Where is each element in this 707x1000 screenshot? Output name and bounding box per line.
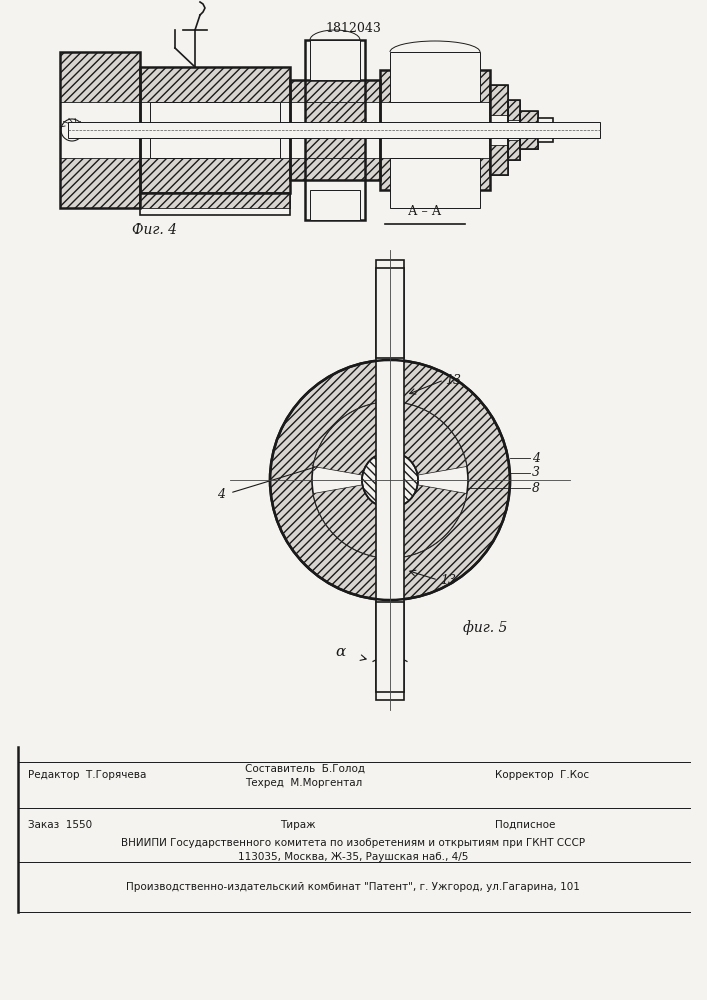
Bar [508,100,520,160]
Bar [310,40,360,80]
Bar [150,102,280,158]
Bar [140,67,290,193]
Bar [200,138,228,156]
Bar [60,158,140,208]
Bar [155,138,183,156]
Bar [305,40,365,220]
Bar [140,158,290,193]
Text: Редактор  Т.Горячева: Редактор Т.Горячева [28,770,146,780]
Bar [200,104,228,122]
Bar [60,52,140,102]
Bar [490,145,508,175]
Text: Производственно-издательский комбинат "Патент", г. Ужгород, ул.Гагарина, 101: Производственно-издательский комбинат "П… [126,882,580,892]
Bar [290,158,380,180]
Bar [265,122,285,138]
Bar [390,158,480,208]
Bar [376,268,404,358]
Text: Подписное: Подписное [495,820,556,830]
Bar [290,80,380,102]
Text: 4: 4 [217,488,225,502]
Bar [380,70,490,190]
Text: Заказ  1550: Заказ 1550 [28,820,92,830]
Text: Фиг. 4: Фиг. 4 [132,223,177,237]
Text: 1812043: 1812043 [325,21,381,34]
Bar [305,102,365,158]
Text: 4: 4 [532,452,540,464]
Bar [140,193,290,215]
Circle shape [362,452,418,508]
Bar [380,70,490,102]
Wedge shape [313,403,385,475]
Wedge shape [313,485,385,557]
Bar [380,158,490,190]
Text: ВНИИПИ Государственного комитета по изобретениям и открытиям при ГКНТ СССР: ВНИИПИ Государственного комитета по изоб… [121,838,585,848]
Bar [188,122,200,138]
Bar [376,260,404,700]
Bar [310,190,360,220]
Text: Составитель  Б.Голод: Составитель Б.Голод [245,764,365,774]
Text: 13: 13 [440,574,456,586]
Bar [140,67,290,102]
Text: 113035, Москва, Ж-35, Раушская наб., 4/5: 113035, Москва, Ж-35, Раушская наб., 4/5 [238,852,468,862]
Wedge shape [395,485,467,557]
Bar [508,100,520,120]
Wedge shape [395,403,467,475]
Bar [508,140,520,160]
Text: 3: 3 [532,466,540,480]
Text: Техред  М.Моргентал: Техред М.Моргентал [245,778,362,788]
Bar [290,80,380,180]
Bar [490,85,508,175]
Bar [390,52,480,102]
Bar [155,104,183,122]
Bar [140,193,290,208]
Bar [68,122,600,138]
Text: фиг. 5: фиг. 5 [463,621,507,635]
Text: Корректор  Г.Кос: Корректор Г.Кос [495,770,589,780]
Text: α: α [335,645,345,659]
Text: 13: 13 [445,373,461,386]
Bar [240,122,252,138]
Text: 8: 8 [532,482,540,494]
Bar [60,52,140,208]
Bar [520,135,538,149]
Circle shape [270,360,510,600]
Bar [520,111,538,125]
Text: Тираж: Тираж [280,820,315,830]
Bar [538,118,553,142]
Circle shape [312,402,468,558]
Text: А – А: А – А [409,205,442,218]
Bar [490,85,508,115]
Bar [376,602,404,692]
Bar [520,111,538,149]
Bar [285,122,300,138]
